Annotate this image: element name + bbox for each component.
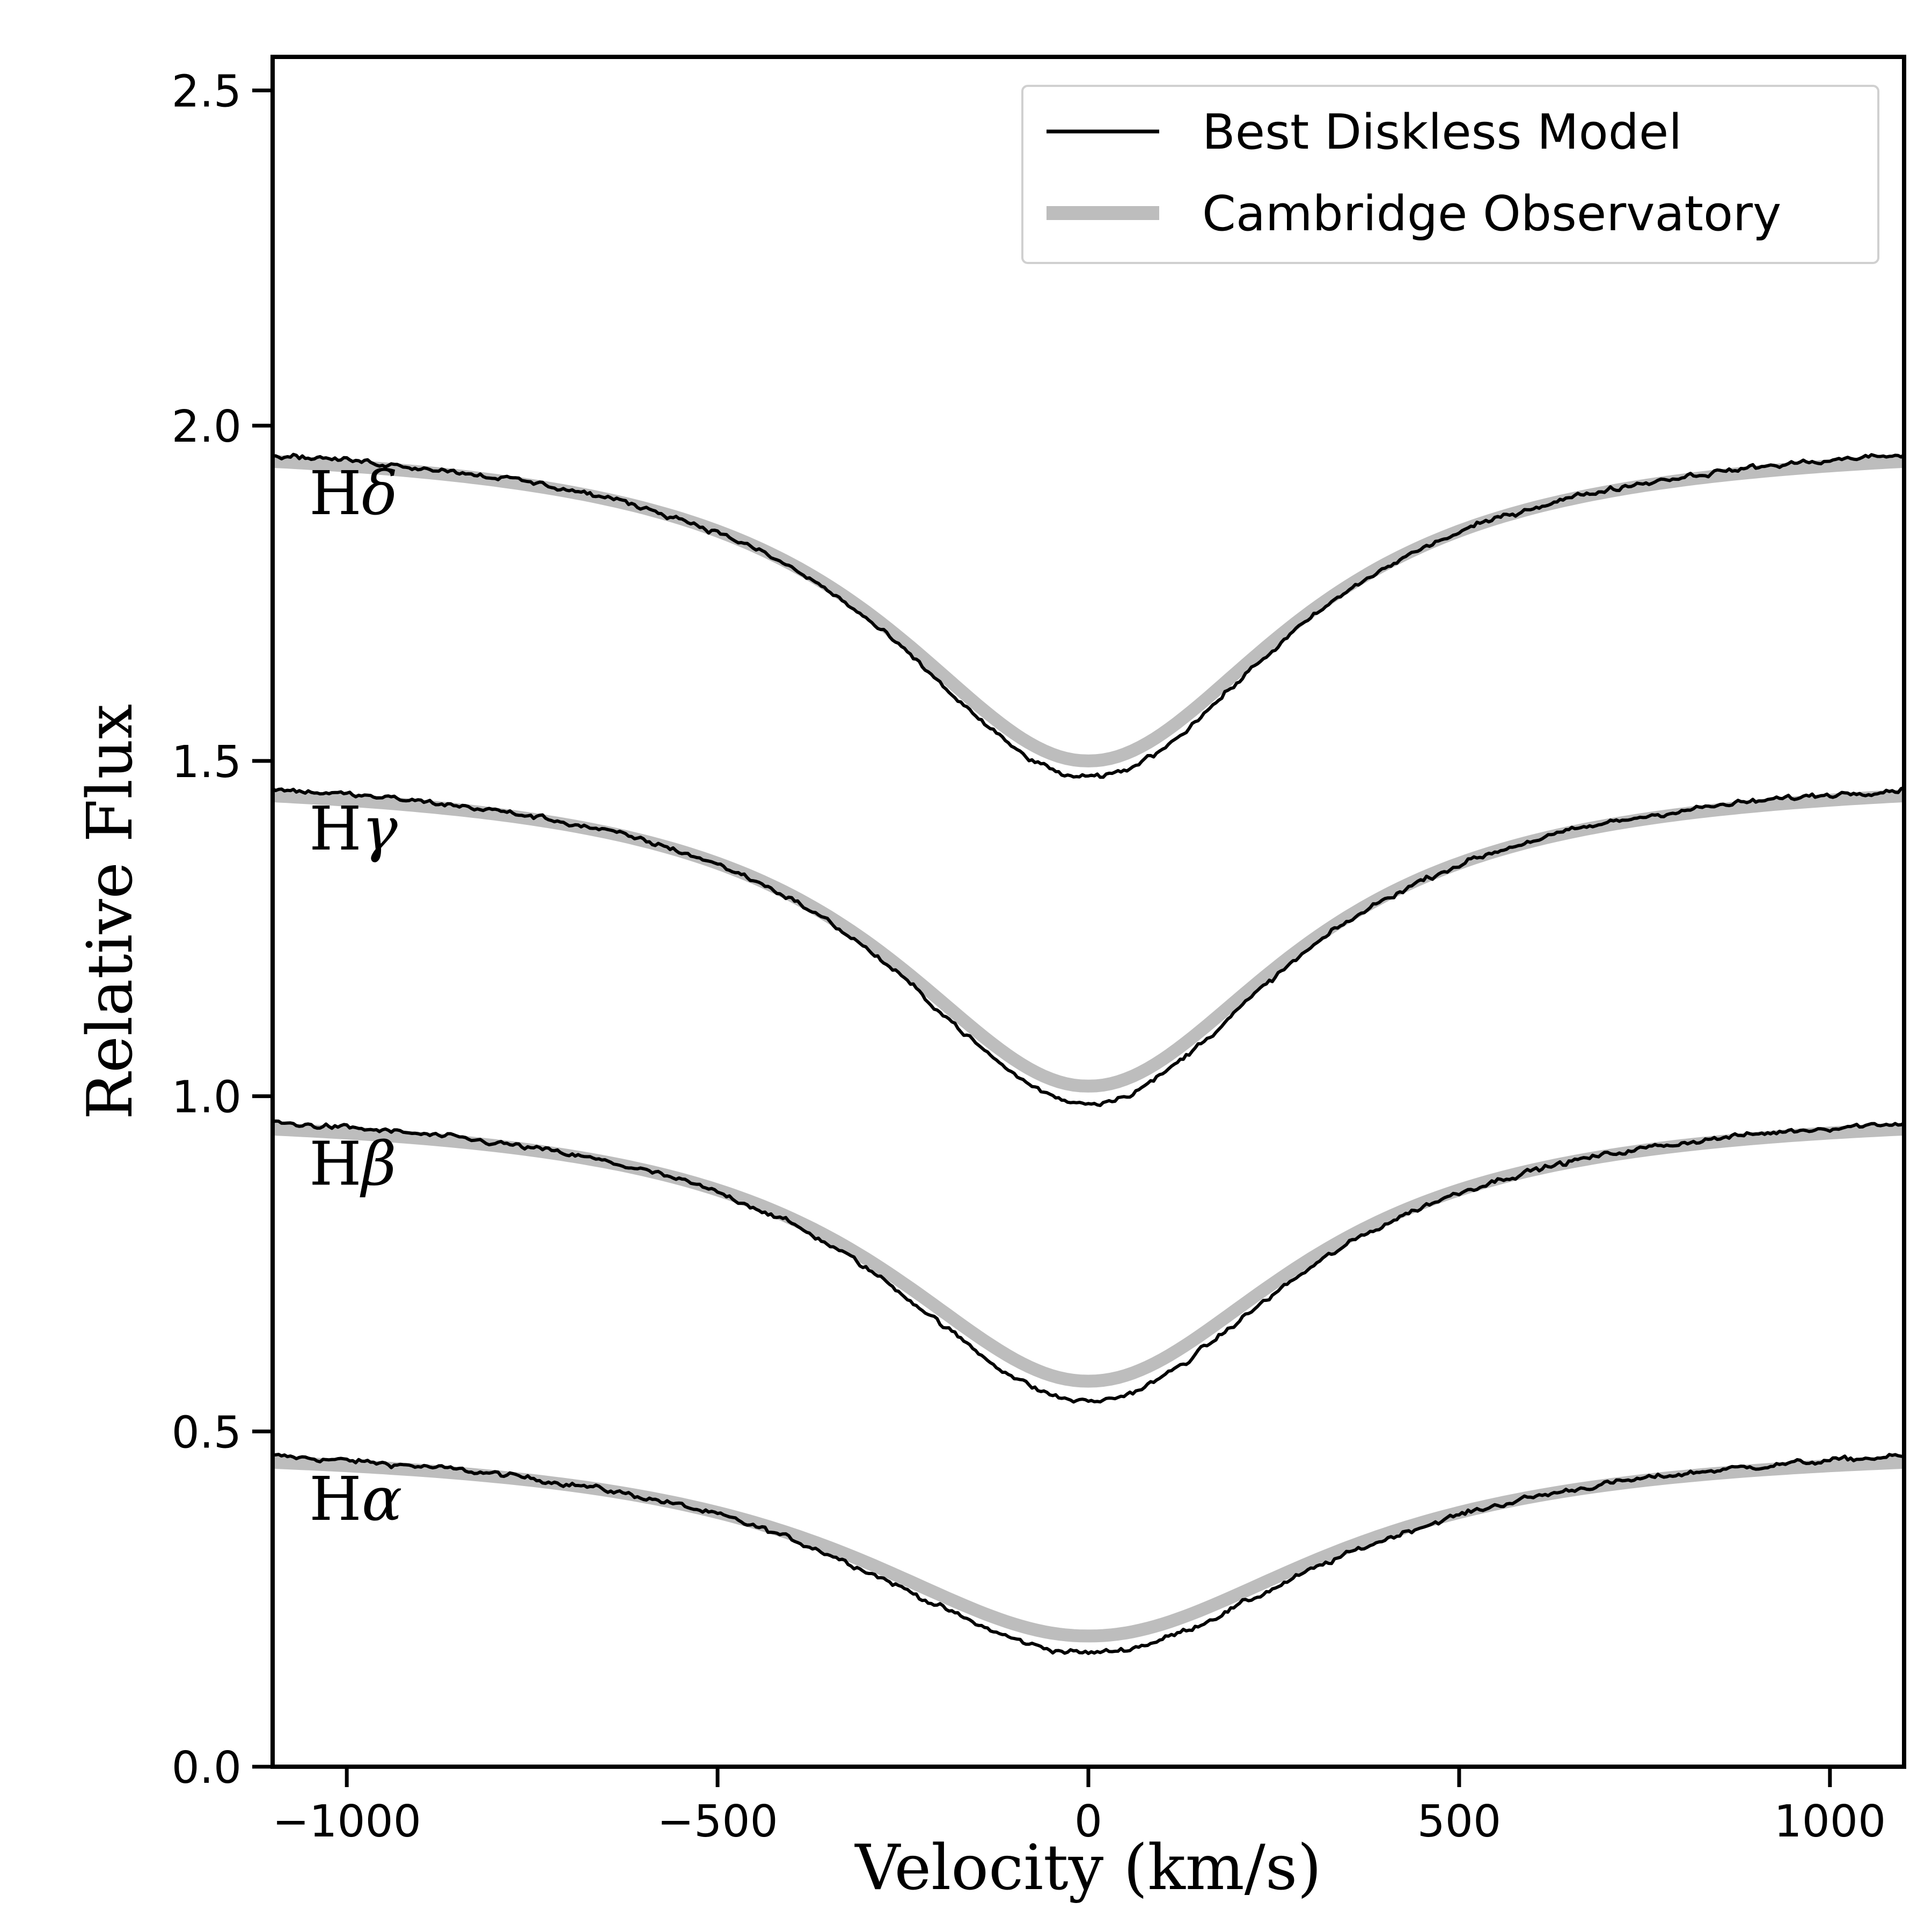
series-layer	[272, 452, 1905, 1655]
y-tick-label: 2.0	[172, 401, 241, 452]
x-axis-title: Velocity (km/s)	[854, 1832, 1321, 1904]
x-tick-label: 500	[1417, 1796, 1502, 1847]
label-h-delta: Hδ	[309, 459, 398, 529]
series-h-gamma-model-line	[272, 789, 1905, 1093]
series-h-delta-model-line	[272, 455, 1905, 767]
series-h-beta-model-line	[272, 1122, 1905, 1388]
series-h-alpha-model-line	[272, 1455, 1905, 1643]
y-tick-label: 0.0	[172, 1743, 241, 1794]
y-tick-label: 2.5	[172, 66, 241, 117]
label-h-gamma: Hγ	[309, 794, 398, 864]
label-h-beta: Hβ	[309, 1130, 396, 1199]
series-h-alpha-observed-line	[272, 1453, 1905, 1655]
x-tick-label: 0	[1074, 1796, 1102, 1847]
line-labels: Hα Hβ Hγ Hδ	[309, 459, 402, 1534]
label-h-alpha: Hα	[309, 1465, 402, 1534]
series-h-beta-observed-line	[272, 1119, 1905, 1404]
y-tick-label: 1.5	[172, 737, 241, 788]
y-tick-label: 1.0	[172, 1072, 241, 1123]
x-tick-label: −500	[657, 1796, 778, 1847]
y-axis-title: Relative Flux	[74, 704, 147, 1120]
y-tick-label: 0.5	[172, 1407, 241, 1458]
legend-label-best-diskless-model: Best Diskless Model	[1202, 104, 1682, 160]
legend-label-cambridge-observatory: Cambridge Observatory	[1202, 186, 1781, 242]
series-h-delta-observed-line	[272, 452, 1905, 779]
legend-box	[1021, 85, 1879, 264]
x-tick-label: −1000	[272, 1796, 421, 1847]
series-h-gamma-observed-line	[272, 786, 1905, 1107]
plot-frame	[270, 55, 1906, 1769]
legend: Best Diskless Model Cambridge Observator…	[1021, 85, 1879, 264]
ticks-layer: −1000 −500 0 500 1000 0.0 0.5 1.0 1.5 2.0 2.5	[172, 66, 1886, 1847]
x-tick-label: 1000	[1774, 1796, 1886, 1847]
